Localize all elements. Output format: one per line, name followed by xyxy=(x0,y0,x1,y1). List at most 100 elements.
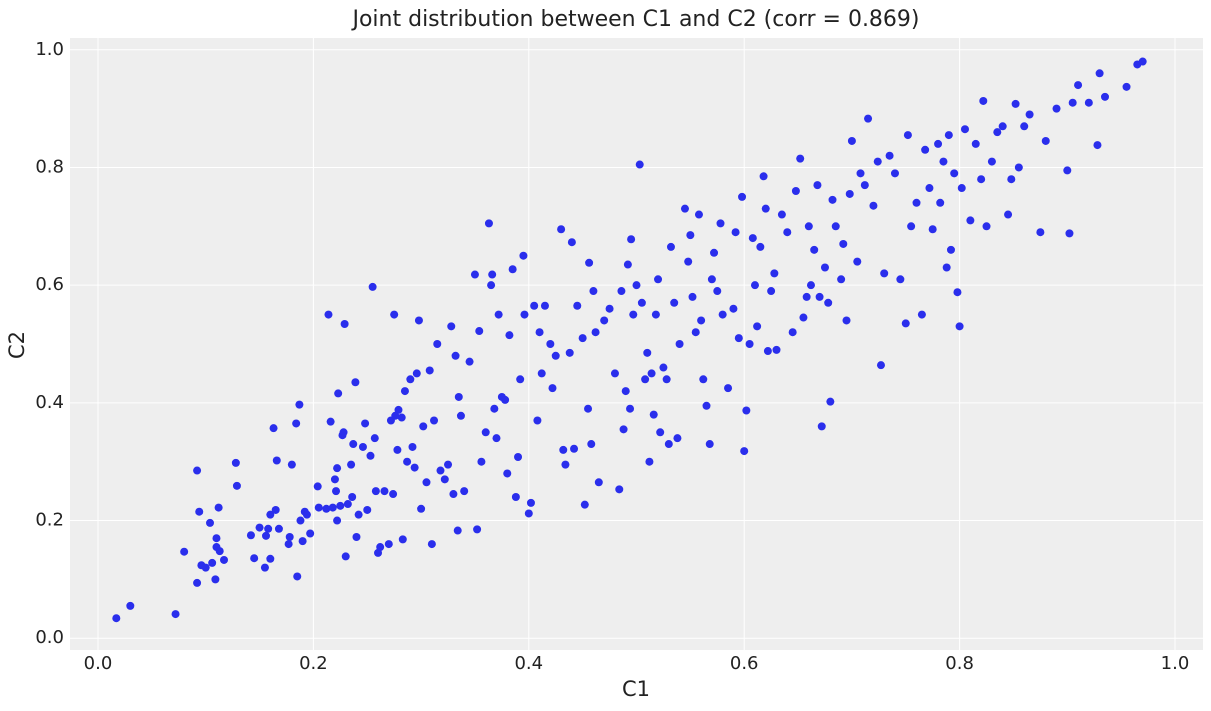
point xyxy=(699,375,708,384)
point xyxy=(815,292,824,301)
point xyxy=(567,238,576,247)
point xyxy=(641,375,650,384)
point xyxy=(232,481,241,490)
point xyxy=(826,397,835,406)
point xyxy=(998,122,1007,131)
point xyxy=(710,248,719,257)
point xyxy=(804,222,813,231)
point xyxy=(508,265,517,274)
point xyxy=(473,525,482,534)
point xyxy=(272,456,281,465)
point xyxy=(456,411,465,420)
point xyxy=(742,406,751,415)
point xyxy=(946,245,955,254)
point xyxy=(953,288,962,297)
point xyxy=(433,340,442,348)
point xyxy=(684,257,693,266)
point xyxy=(384,540,393,549)
point xyxy=(615,485,624,494)
point xyxy=(285,533,294,542)
point xyxy=(740,447,749,456)
point xyxy=(570,444,579,453)
point xyxy=(578,334,587,343)
point xyxy=(306,529,315,538)
point xyxy=(664,440,673,449)
point xyxy=(454,392,463,401)
point xyxy=(716,219,725,228)
point xyxy=(422,478,431,487)
point xyxy=(250,554,259,563)
point xyxy=(845,189,854,198)
point xyxy=(460,487,469,496)
point xyxy=(880,269,889,278)
point xyxy=(519,251,528,260)
point xyxy=(713,287,722,296)
point xyxy=(371,487,380,496)
point xyxy=(231,458,240,467)
point xyxy=(255,523,264,532)
point xyxy=(1065,229,1074,238)
point xyxy=(292,419,301,428)
point xyxy=(453,526,462,535)
point xyxy=(694,210,703,219)
y-axis-label: C2 xyxy=(5,331,29,359)
point xyxy=(587,440,596,449)
point xyxy=(585,258,594,267)
point xyxy=(408,442,417,451)
point xyxy=(591,328,600,337)
point xyxy=(1041,136,1050,145)
y-tick-label: 0.0 xyxy=(35,627,64,648)
point xyxy=(912,198,921,207)
point xyxy=(860,181,869,190)
point xyxy=(623,260,632,269)
point xyxy=(610,369,619,378)
point xyxy=(419,422,428,431)
point xyxy=(707,275,716,284)
point xyxy=(1095,69,1104,78)
point xyxy=(944,131,953,140)
point xyxy=(966,216,975,225)
x-tick-label: 0.8 xyxy=(945,653,974,674)
point xyxy=(1063,166,1072,175)
point xyxy=(903,131,912,140)
point xyxy=(352,533,361,542)
point xyxy=(1036,228,1045,237)
point xyxy=(796,154,805,163)
point xyxy=(761,204,770,213)
point xyxy=(627,235,636,244)
point xyxy=(907,222,916,231)
point xyxy=(659,363,668,372)
point xyxy=(406,375,415,384)
point xyxy=(885,151,894,160)
x-tick-label: 0.4 xyxy=(514,653,543,674)
point xyxy=(763,347,772,356)
point xyxy=(537,369,546,378)
point xyxy=(112,614,121,623)
point xyxy=(702,401,711,410)
point xyxy=(551,351,560,360)
point xyxy=(535,328,544,337)
plot-area xyxy=(70,38,1203,650)
point xyxy=(600,316,609,325)
point xyxy=(347,460,356,469)
point xyxy=(349,440,358,449)
point xyxy=(810,245,819,254)
point xyxy=(348,493,357,501)
point xyxy=(936,198,945,207)
point xyxy=(488,270,497,279)
point xyxy=(246,531,255,540)
y-tick-label: 1.0 xyxy=(35,39,64,60)
point xyxy=(856,169,865,178)
grid xyxy=(70,38,1203,650)
point xyxy=(847,136,856,145)
point xyxy=(314,503,323,512)
point xyxy=(313,482,322,491)
point xyxy=(971,139,980,148)
point xyxy=(503,469,512,478)
point xyxy=(293,572,302,581)
point xyxy=(417,504,426,513)
point xyxy=(361,419,370,428)
point xyxy=(211,575,220,584)
point xyxy=(287,460,296,469)
point xyxy=(688,292,697,301)
